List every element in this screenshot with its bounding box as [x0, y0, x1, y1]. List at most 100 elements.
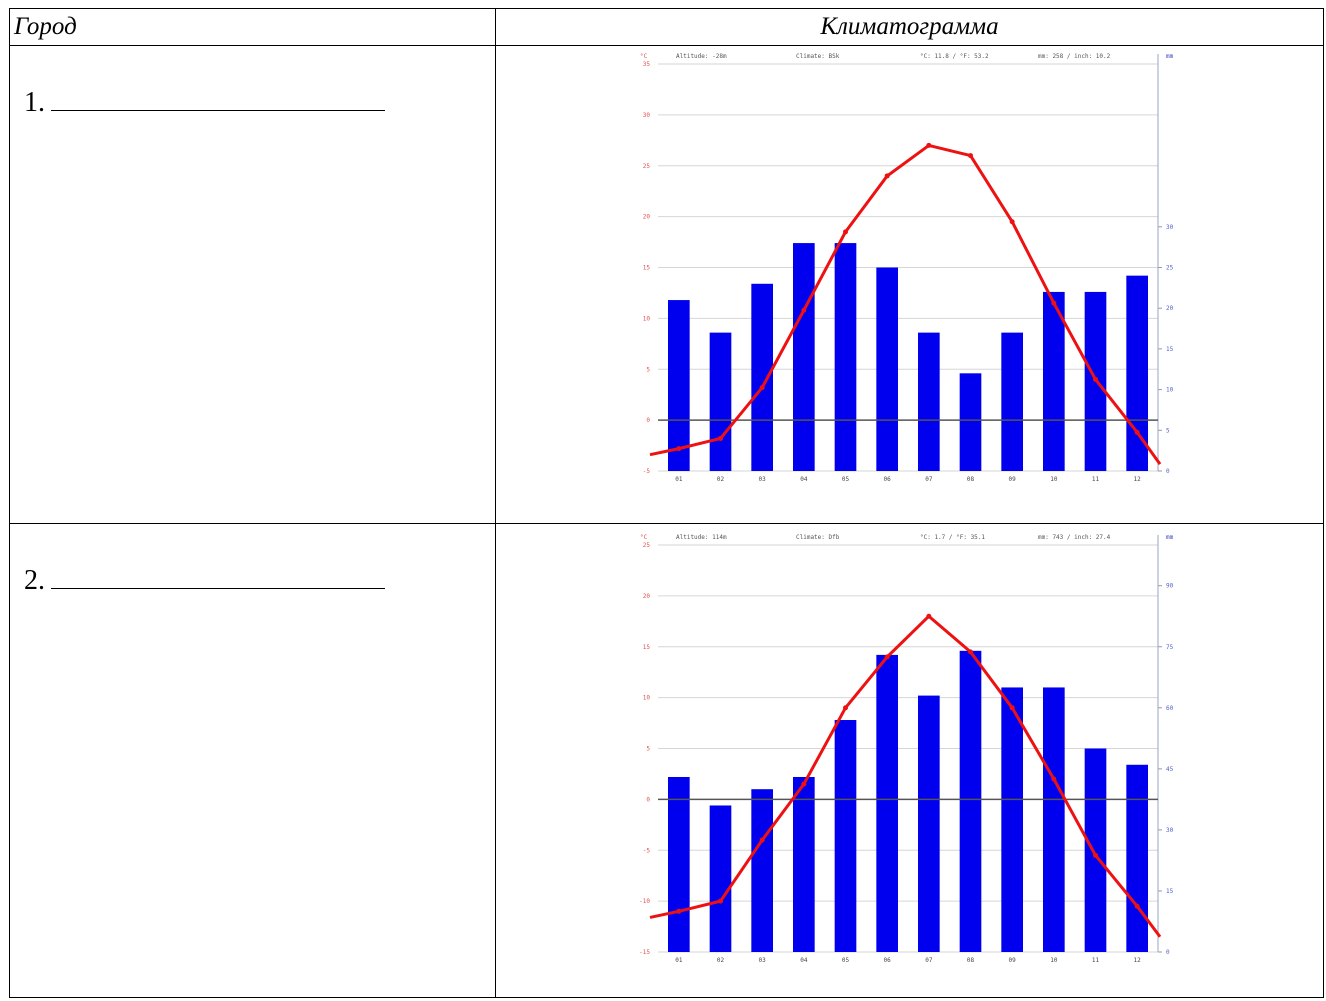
- y-right-tick: 0: [1166, 468, 1170, 475]
- x-tick: 02: [717, 476, 725, 483]
- axis-unit-left: °C: [640, 53, 648, 60]
- y-left-tick: 10: [643, 695, 651, 702]
- y-right-tick: 15: [1166, 888, 1174, 895]
- y-left-tick: 0: [646, 417, 650, 424]
- y-left-tick: 35: [643, 61, 651, 68]
- y-left-tick: -5: [643, 468, 651, 475]
- temperature-point: [968, 649, 973, 655]
- temperature-point: [759, 385, 765, 391]
- x-tick: 01: [675, 476, 683, 483]
- city-answer-2: 2.: [24, 564, 385, 597]
- info-temperature: °C: 11.8 / °F: 53.2: [920, 53, 989, 60]
- precipitation-bar: [668, 777, 690, 953]
- header-climatogram: Климатограмма: [495, 7, 1324, 47]
- precipitation-bar: [1084, 748, 1107, 953]
- precipitation-bar: [876, 654, 898, 953]
- temperature-point: [801, 307, 807, 313]
- y-left-tick: 10: [643, 315, 651, 322]
- x-tick: 08: [967, 957, 975, 962]
- temperature-point: [759, 837, 765, 843]
- y-left-tick: 15: [643, 265, 651, 272]
- y-left-tick: 30: [643, 112, 651, 119]
- y-right-tick: 30: [1166, 827, 1174, 834]
- city-number-1: 1.: [24, 87, 45, 119]
- x-tick: 07: [925, 957, 933, 962]
- precipitation-bar: [1001, 332, 1023, 472]
- y-left-tick: 25: [643, 542, 651, 549]
- x-tick: 03: [759, 957, 767, 962]
- x-tick: 12: [1134, 476, 1142, 483]
- temperature-point: [884, 173, 890, 179]
- temperature-point: [843, 705, 848, 711]
- precipitation-bar: [1126, 764, 1148, 953]
- x-tick: 05: [842, 957, 850, 962]
- y-left-tick: -5: [643, 847, 651, 854]
- x-tick: 06: [884, 476, 892, 483]
- temperature-point: [676, 446, 682, 452]
- y-right-tick: 20: [1166, 305, 1174, 312]
- temperature-point: [843, 229, 848, 235]
- temperature-point: [1051, 776, 1057, 782]
- x-tick: 04: [800, 957, 808, 962]
- city-cell-1: 1.: [9, 45, 496, 525]
- x-tick: 09: [1009, 476, 1017, 483]
- temperature-point: [1009, 219, 1015, 225]
- info-climate: Climate: BSk: [796, 53, 840, 60]
- climatogram-chart-2: °C Altitude: 114m Climate: Dfb °C: 1.7 / °F…: [639, 534, 1174, 962]
- precipitation-bar: [709, 805, 732, 953]
- climatogram-chart-1: °C Altitude: -28m Climate: BSk °C: 11.8 / °…: [640, 53, 1174, 483]
- temperature-point: [884, 654, 890, 660]
- x-tick: 05: [842, 476, 850, 483]
- x-tick: 02: [717, 957, 725, 962]
- temperature-point: [1093, 376, 1098, 382]
- info-temperature: °C: 1.7 / °F: 35.1: [920, 534, 985, 541]
- y-left-tick: 20: [643, 593, 651, 600]
- city-blank-line-1[interactable]: [51, 86, 385, 112]
- precipitation-bar: [959, 650, 982, 953]
- precipitation-bar: [834, 243, 857, 472]
- worksheet-table: Город Климатограмма 1. °C Altitude: -28m C…: [9, 7, 1324, 998]
- x-tick: 04: [800, 476, 808, 483]
- y-left-tick: 15: [643, 644, 651, 651]
- y-left-tick: 0: [646, 796, 650, 803]
- temperature-point: [1134, 429, 1140, 435]
- precipitation-bar: [709, 332, 732, 472]
- x-tick: 07: [925, 476, 933, 483]
- precipitation-bar: [876, 267, 898, 472]
- temperature-point: [676, 908, 682, 914]
- temperature-point: [718, 898, 723, 904]
- table-row: 1. °C Altitude: -28m Climate: BSk °C: 11.8 …: [9, 45, 1324, 525]
- x-tick: 11: [1092, 476, 1100, 483]
- y-left-tick: 20: [643, 214, 651, 221]
- city-blank-line-2[interactable]: [51, 564, 385, 590]
- y-left-tick: 5: [646, 746, 650, 753]
- precipitation-bar: [668, 300, 690, 472]
- precipitation-bar: [793, 777, 815, 953]
- table-row: 2. °C Altitude: 114m Climate: Dfb °C: 1.7 /…: [9, 523, 1324, 998]
- axis-unit-right: mm: [1166, 534, 1174, 541]
- info-altitude: Altitude: 114m: [676, 534, 727, 541]
- info-precipitation: mm: 258 / inch: 10.2: [1038, 53, 1111, 60]
- precipitation-bar: [751, 789, 773, 953]
- y-right-tick: 75: [1166, 644, 1174, 651]
- x-tick: 09: [1009, 957, 1017, 962]
- precipitation-bar: [1001, 687, 1023, 953]
- axis-unit-left: °C: [640, 534, 648, 541]
- temperature-line: [649, 143, 1162, 466]
- x-tick: 11: [1092, 957, 1100, 962]
- temperature-point: [801, 781, 807, 787]
- temperature-point: [718, 436, 723, 442]
- chart-cell-2: °C Altitude: 114m Climate: Dfb °C: 1.7 / °F…: [495, 523, 1324, 998]
- temperature-point: [1093, 852, 1098, 858]
- y-right-tick: 0: [1166, 949, 1170, 956]
- y-right-tick: 10: [1166, 387, 1174, 394]
- precipitation-bar: [959, 373, 982, 472]
- city-answer-1: 1.: [24, 86, 385, 119]
- y-right-tick: 30: [1166, 224, 1174, 231]
- x-tick: 06: [884, 957, 892, 962]
- precipitation-bar: [793, 243, 815, 472]
- x-tick: 01: [675, 957, 683, 962]
- info-altitude: Altitude: -28m: [676, 53, 727, 60]
- y-right-tick: 45: [1166, 766, 1174, 773]
- x-tick: 10: [1050, 957, 1058, 962]
